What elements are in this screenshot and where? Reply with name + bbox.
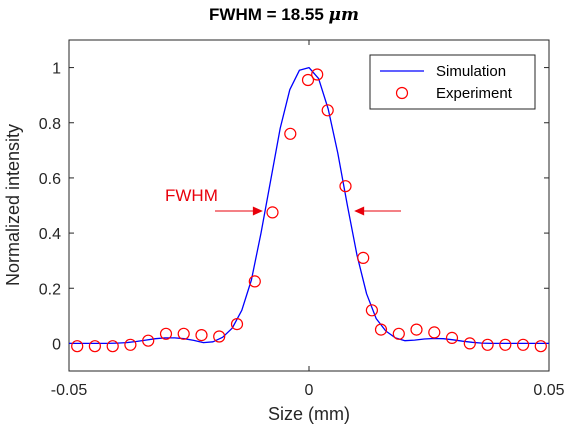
chart-title-main: FWHM = 18.55	[209, 5, 329, 24]
x-axis-label: Size (mm)	[268, 404, 350, 424]
experiment-point	[230, 318, 244, 331]
x-tick-label: -0.05	[51, 382, 88, 399]
legend-simulation-label: Simulation	[436, 63, 506, 80]
fwhm-right-arrow-head	[354, 206, 365, 216]
experiment-point	[159, 327, 173, 340]
experiment-point	[195, 329, 208, 342]
x-tick-label: 0	[305, 382, 314, 399]
chart-title: FWHM = 18.55 μm	[209, 5, 359, 25]
experiment-series	[71, 68, 547, 353]
fwhm-left-arrow-head	[252, 206, 263, 216]
experiment-point	[339, 180, 352, 193]
y-tick-label: 0.8	[39, 116, 61, 133]
experiment-point	[365, 304, 378, 317]
experiment-point	[124, 338, 137, 351]
experiment-point	[106, 340, 119, 353]
y-tick-label: 1	[52, 61, 61, 78]
simulation-line	[69, 66, 549, 345]
experiment-point	[445, 331, 459, 344]
legend-box	[369, 54, 536, 110]
fwhm-label: FWHM	[165, 186, 218, 205]
experiment-point	[463, 337, 476, 350]
x-axis-ticks: -0.05 0 0.05	[51, 40, 565, 399]
experiment-point	[481, 338, 494, 351]
chart-title-unit: μm	[329, 5, 359, 25]
y-tick-label: 0.2	[39, 281, 61, 298]
experiment-point	[534, 340, 547, 353]
legend-experiment-swatch	[395, 86, 409, 100]
experiment-point	[266, 206, 279, 219]
experiment-point	[71, 340, 84, 353]
experiment-point	[311, 68, 324, 81]
experiment-point	[516, 338, 530, 351]
legend: Simulation Experiment	[369, 54, 536, 110]
experiment-point	[499, 338, 512, 351]
y-tick-label: 0.4	[39, 226, 61, 243]
simulation-series	[69, 66, 549, 345]
experiment-point	[213, 330, 226, 343]
experiment-point	[248, 275, 261, 288]
experiment-point	[357, 251, 370, 264]
fwhm-annotation: FWHM	[165, 186, 401, 216]
experiment-point	[428, 326, 441, 339]
experiment-point	[410, 323, 423, 336]
experiment-point	[321, 104, 334, 117]
y-axis-label: Normalized intensity	[3, 124, 23, 286]
y-tick-label: 0	[52, 336, 61, 353]
legend-experiment-label: Experiment	[436, 85, 513, 102]
experiment-point	[177, 327, 190, 340]
experiment-point	[392, 327, 405, 340]
y-tick-label: 0.6	[39, 171, 61, 188]
experiment-point	[284, 127, 297, 140]
experiment-point	[142, 334, 155, 347]
x-tick-label: 0.05	[533, 382, 564, 399]
experiment-point	[88, 340, 102, 353]
y-axis-ticks: 0 0.2 0.4 0.6 0.8 1	[39, 61, 549, 353]
experiment-point	[301, 73, 315, 87]
experiment-point	[374, 323, 388, 336]
